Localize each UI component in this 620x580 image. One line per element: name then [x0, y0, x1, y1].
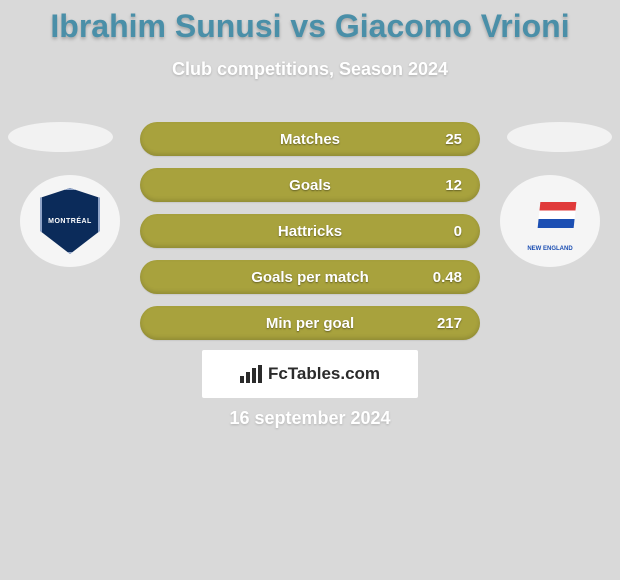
stat-row: Matches 25: [140, 122, 480, 156]
stats-list: Matches 25 Goals 12 Hattricks 0 Goals per matc…: [140, 122, 480, 352]
stat-label: Hattricks: [278, 223, 342, 240]
page-title: Ibrahim Sunusi vs Giacomo Vrioni: [0, 0, 620, 45]
stat-label: Min per goal: [266, 315, 354, 332]
brand-badge: FcTables.com: [202, 350, 418, 398]
bar-chart-icon: [240, 365, 262, 383]
date-text: 16 september 2024: [0, 408, 620, 429]
stat-row: Goals per match 0.48: [140, 260, 480, 294]
revolution-flag-icon: [538, 202, 577, 228]
subtitle: Club competitions, Season 2024: [0, 59, 620, 80]
right-flag-placeholder: [507, 122, 612, 152]
stat-row: Min per goal 217: [140, 306, 480, 340]
left-team-badge: MONTRÉAL: [20, 175, 120, 267]
stat-value: 0: [454, 223, 462, 240]
stat-value: 217: [437, 315, 462, 332]
revolution-text: NEW ENGLAND: [515, 246, 585, 252]
brand-label: FcTables.com: [268, 364, 380, 384]
right-team-badge: NEW ENGLAND: [500, 175, 600, 267]
revolution-crest-icon: NEW ENGLAND: [515, 186, 585, 256]
left-flag-placeholder: [8, 122, 113, 152]
stat-label: Matches: [280, 131, 340, 148]
stat-row: Hattricks 0: [140, 214, 480, 248]
stat-value: 12: [445, 177, 462, 194]
montreal-shield-icon: MONTRÉAL: [40, 188, 100, 254]
stat-value: 25: [445, 131, 462, 148]
stat-label: Goals per match: [251, 269, 369, 286]
comparison-card: Ibrahim Sunusi vs Giacomo Vrioni Club co…: [0, 0, 620, 580]
stat-label: Goals: [289, 177, 331, 194]
stat-value: 0.48: [433, 269, 462, 286]
stat-row: Goals 12: [140, 168, 480, 202]
